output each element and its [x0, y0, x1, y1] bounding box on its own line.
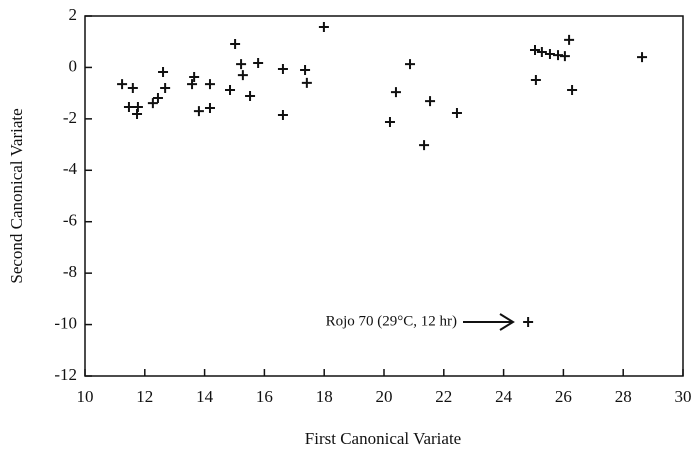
- x-tick-label: 24: [495, 387, 513, 406]
- point: [123, 102, 134, 113]
- y-tick-label: -8: [63, 262, 77, 281]
- point: [544, 49, 555, 60]
- point: [152, 93, 163, 104]
- point: [529, 44, 540, 55]
- point: [536, 47, 547, 57]
- point: [384, 116, 395, 127]
- point: [245, 90, 256, 101]
- point: [225, 85, 236, 96]
- point: [637, 52, 648, 63]
- point: [530, 75, 541, 86]
- y-tick-label: -6: [63, 211, 77, 230]
- point: [318, 22, 329, 33]
- x-tick-label: 26: [555, 387, 572, 406]
- point: [277, 63, 288, 74]
- y-tick-label: -12: [54, 365, 77, 384]
- point: [187, 79, 198, 90]
- point: [559, 51, 570, 62]
- point: [564, 34, 575, 45]
- point: [253, 58, 264, 69]
- annotation: Rojo 70 (29°C, 12 hr): [326, 313, 457, 329]
- point: [117, 79, 128, 90]
- x-tick-label: 10: [77, 387, 94, 406]
- x-tick-label: 30: [675, 387, 692, 406]
- point: [405, 59, 416, 70]
- point: [425, 96, 436, 107]
- x-tick-label: 14: [196, 387, 214, 406]
- point: [230, 39, 241, 50]
- x-tick-label: 12: [136, 387, 153, 406]
- x-tick-label: 16: [256, 387, 273, 406]
- y-tick-label: -4: [63, 159, 78, 178]
- point: [523, 317, 534, 327]
- annotation-arrow: [463, 313, 515, 331]
- point: [277, 110, 288, 120]
- point: [147, 98, 158, 109]
- y-tick-label: -10: [54, 313, 77, 332]
- point: [236, 59, 247, 70]
- point: [419, 140, 430, 151]
- point: [301, 77, 312, 88]
- y-axis-label: Second Canonical Variate: [7, 108, 26, 283]
- point: [553, 50, 564, 61]
- point: [132, 108, 143, 119]
- x-tick-label: 22: [435, 387, 452, 406]
- x-axis-label: First Canonical Variate: [305, 429, 461, 448]
- x-tick-label: 20: [376, 387, 393, 406]
- y-tick-label: 0: [69, 56, 78, 75]
- point: [451, 107, 462, 118]
- y-tick-label: 2: [69, 5, 78, 24]
- y-tick-label: -2: [63, 108, 77, 127]
- point: [204, 79, 215, 90]
- point: [127, 83, 138, 93]
- point: [237, 70, 248, 81]
- point: [567, 85, 578, 96]
- point: [160, 83, 171, 93]
- point: [158, 67, 169, 78]
- point: [189, 71, 200, 82]
- point: [300, 65, 311, 75]
- x-tick-label: 18: [316, 387, 333, 406]
- point: [204, 103, 215, 114]
- point: [390, 87, 401, 98]
- x-tick-label: 28: [615, 387, 632, 406]
- point: [193, 106, 204, 117]
